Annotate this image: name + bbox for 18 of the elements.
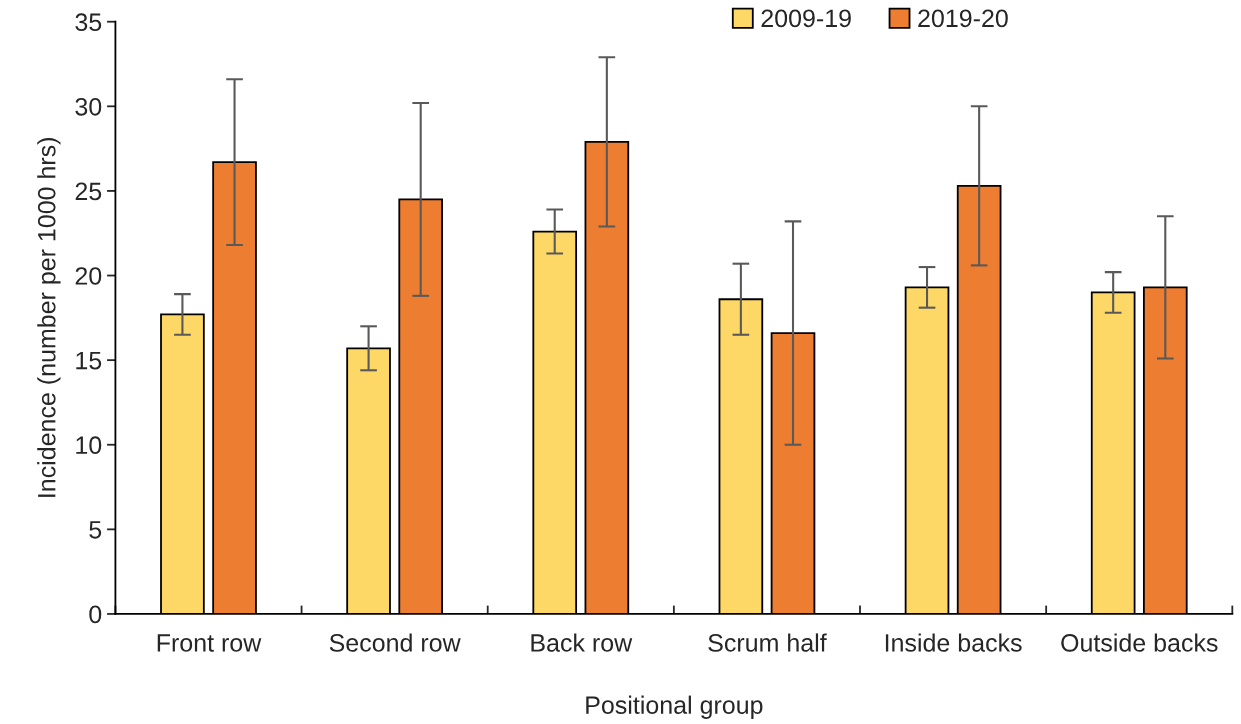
y-tick-label: 35 — [75, 13, 102, 32]
y-tick-label: 0 — [89, 605, 102, 624]
y-axis-title: Incidence (number per 1000 hrs) — [37, 138, 61, 497]
y-tick-label: 10 — [76, 436, 102, 455]
x-tick-label: Inside backs — [885, 633, 1022, 652]
y-tick-label: 25 — [75, 182, 102, 201]
x-axis-title: Positional group — [586, 695, 763, 719]
x-tick-label: Second row — [329, 633, 461, 652]
x-tick-label: Scrum half — [708, 633, 827, 652]
legend-label: 2019-20 — [918, 9, 1008, 28]
y-tick-label: 5 — [89, 521, 102, 539]
y-tick-label: 15 — [76, 352, 102, 370]
y-tick-label: 20 — [75, 267, 102, 285]
x-tick-label: Outside backs — [1061, 633, 1218, 652]
x-tick-label: Back row — [531, 633, 633, 652]
y-tick-label: 30 — [75, 97, 102, 116]
legend-label: 2009-19 — [761, 9, 851, 28]
x-tick-label: Front row — [157, 634, 262, 652]
